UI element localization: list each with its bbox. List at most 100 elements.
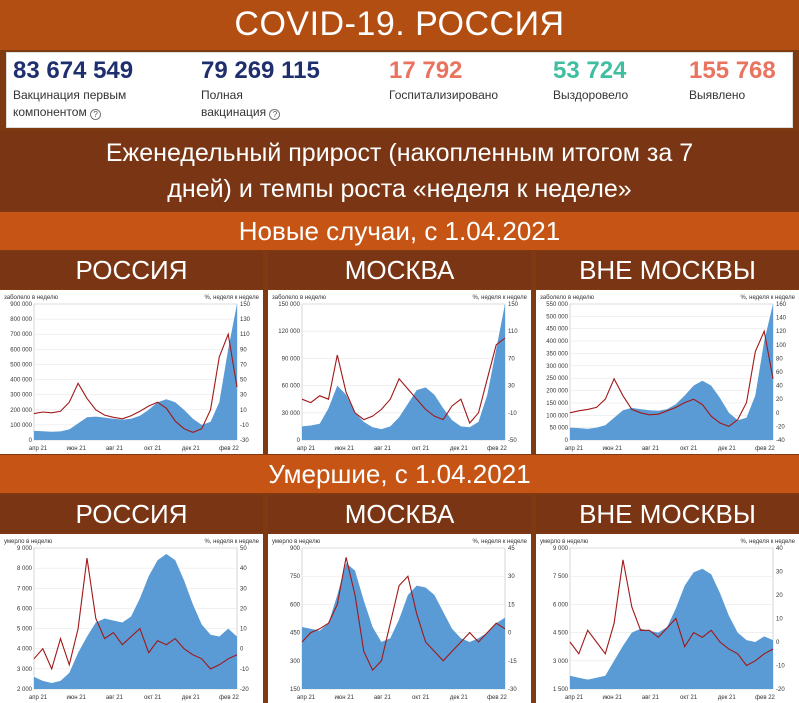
- x-tick-label: авг 21: [642, 695, 660, 701]
- left-tick-label: 5 000: [17, 627, 33, 633]
- left-tick-label: 100 000: [10, 423, 32, 429]
- left-tick-label: 400 000: [10, 378, 32, 384]
- x-tick-label: июн 21: [66, 695, 86, 701]
- stat-label: Полная вакцинация ?: [201, 87, 320, 121]
- x-tick-label: авг 21: [642, 446, 660, 452]
- subtitle: Еженедельный прирост (накопленным итогом…: [0, 131, 799, 211]
- right-tick-label: 30: [240, 393, 247, 399]
- right-tick-label: 45: [508, 546, 515, 552]
- right-tick-label: 10: [240, 408, 247, 414]
- x-tick-label: фев 22: [219, 695, 239, 701]
- x-tick-label: фев 22: [219, 446, 239, 452]
- left-axis-caption: заболело в неделю: [4, 295, 58, 301]
- stat-label: Выявлено: [689, 88, 746, 102]
- stat-vaccination-first: 83 674 549 Вакцинация первым компонентом …: [13, 57, 133, 121]
- left-tick-label: 6 000: [553, 602, 569, 608]
- right-tick-label: -10: [240, 667, 249, 673]
- left-tick-label: 300 000: [10, 393, 32, 399]
- info-icon[interactable]: ?: [269, 109, 281, 120]
- left-tick-label: 500 000: [546, 314, 568, 320]
- left-tick-label: 450: [290, 631, 301, 637]
- x-tick-label: авг 21: [106, 446, 124, 452]
- region-header-russia: РОССИЯ: [0, 251, 263, 289]
- left-axis-caption: умерло в неделю: [540, 539, 589, 545]
- growth-line-series: [569, 559, 774, 667]
- x-tick-label: дек 21: [718, 695, 736, 701]
- left-tick-label: 2 000: [17, 687, 33, 693]
- right-tick-label: 30: [508, 574, 515, 580]
- right-tick-label: -10: [240, 423, 249, 429]
- right-tick-label: 0: [508, 631, 512, 637]
- left-tick-label: 500 000: [10, 362, 32, 368]
- right-tick-label: 90: [240, 347, 247, 353]
- left-axis-caption: умерло в неделю: [4, 539, 53, 545]
- x-tick-label: апр 21: [565, 695, 584, 701]
- right-tick-label: -30: [240, 438, 249, 444]
- stat-label: Вакцинация первым компонентом ?: [13, 88, 127, 120]
- area-series: [302, 304, 505, 440]
- stat-value: 17 792: [389, 57, 463, 84]
- x-tick-label: фев 22: [755, 695, 775, 701]
- right-tick-label: 70: [508, 356, 515, 362]
- chart-deaths-outside-moscow: умерло в неделю %, неделя к неделе 9 000 7 …: [536, 534, 799, 703]
- right-tick-label: 80: [776, 356, 783, 362]
- right-tick-label: -15: [508, 659, 517, 665]
- left-tick-label: 120 000: [278, 329, 300, 335]
- left-tick-label: 350 000: [546, 351, 568, 357]
- left-tick-label: 300 000: [546, 364, 568, 370]
- growth-line-series: [569, 329, 774, 428]
- left-axis-caption: заболело в неделю: [540, 295, 594, 301]
- left-tick-label: 450 000: [546, 327, 568, 333]
- right-tick-label: -10: [776, 664, 785, 670]
- left-axis-caption: заболело в неделю: [272, 295, 326, 301]
- right-tick-label: 30: [240, 586, 247, 592]
- right-tick-label: 60: [776, 370, 783, 376]
- x-tick-label: дек 21: [450, 695, 468, 701]
- region-header-moscow-deaths: МОСКВА: [268, 495, 531, 533]
- stat-value: 83 674 549: [13, 57, 134, 84]
- left-tick-label: 8 000: [17, 566, 33, 572]
- right-tick-label: 100: [776, 343, 787, 349]
- right-tick-label: 30: [508, 384, 515, 390]
- right-axis-caption: %, неделя к неделе: [740, 295, 795, 301]
- x-tick-label: апр 21: [29, 446, 48, 452]
- stat-recovered: 53 724 Выздоровело: [553, 57, 628, 104]
- left-tick-label: 0: [297, 438, 301, 444]
- region-header-outside-moscow: ВНЕ МОСКВЫ: [536, 251, 799, 289]
- right-axis-caption: %, неделя к неделе: [204, 539, 259, 545]
- stat-vaccination-full: 79 269 115 Полная вакцинация ?: [201, 57, 320, 121]
- x-tick-label: июн 21: [602, 446, 622, 452]
- left-tick-label: 6 000: [17, 606, 33, 612]
- right-tick-label: -20: [776, 687, 785, 693]
- right-tick-label: -30: [508, 687, 517, 693]
- right-tick-label: 30: [776, 570, 783, 576]
- right-axis-caption: %, неделя к неделе: [472, 539, 527, 545]
- left-tick-label: 800 000: [10, 317, 32, 323]
- left-axis-caption: умерло в неделю: [272, 539, 321, 545]
- x-tick-label: дек 21: [450, 446, 468, 452]
- right-tick-label: 150: [508, 302, 519, 308]
- right-tick-label: -20: [240, 687, 249, 693]
- x-tick-label: фев 22: [487, 446, 507, 452]
- area-series: [302, 563, 505, 689]
- x-tick-label: окт 21: [144, 695, 162, 701]
- left-tick-label: 150: [290, 687, 301, 693]
- right-tick-label: 160: [776, 302, 787, 308]
- x-tick-label: апр 21: [297, 446, 316, 452]
- left-tick-label: 200 000: [546, 389, 568, 395]
- left-tick-label: 400 000: [546, 339, 568, 345]
- x-tick-label: фев 22: [487, 695, 507, 701]
- area-series: [34, 304, 237, 440]
- x-tick-label: окт 21: [680, 446, 698, 452]
- stat-value: 79 269 115: [201, 57, 320, 84]
- right-axis-caption: %, неделя к неделе: [740, 539, 795, 545]
- right-tick-label: 150: [240, 302, 251, 308]
- region-header-moscow: МОСКВА: [268, 251, 531, 289]
- stat-hospitalized: 17 792 Госпитализировано: [389, 57, 498, 104]
- page-title: COVID-19. РОССИЯ: [0, 0, 799, 50]
- left-tick-label: 9 000: [17, 546, 33, 552]
- left-tick-label: 900: [290, 546, 301, 552]
- area-series: [570, 304, 773, 440]
- info-icon[interactable]: ?: [90, 109, 102, 120]
- x-tick-label: фев 22: [755, 446, 775, 452]
